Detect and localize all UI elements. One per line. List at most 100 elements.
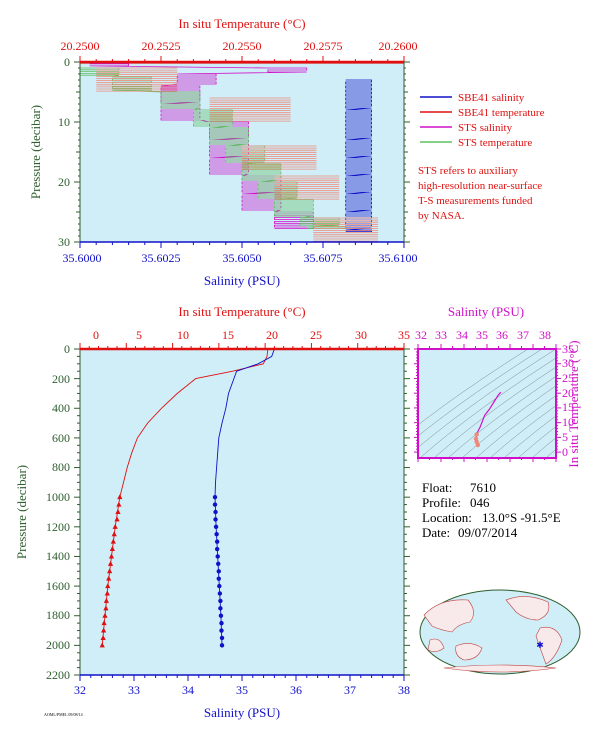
ts-sal-tick-label: 37 <box>517 328 529 342</box>
main-sal-tick-label: 37 <box>344 683 356 697</box>
ts-data <box>473 391 502 448</box>
main-sal-tick-label: 32 <box>74 683 86 697</box>
legend-label-sbe41-salinity: SBE41 salinity <box>458 92 525 104</box>
salinity-marker <box>212 494 218 500</box>
ts-temp-tick-label: 0 <box>562 445 568 459</box>
temperature-marker <box>112 523 118 529</box>
footer-credit: AOML/PMEL 09/08/14 <box>44 712 83 717</box>
salinity-marker <box>212 502 218 507</box>
temperature-marker <box>101 620 107 626</box>
salinity-marker <box>214 546 220 552</box>
ts-sal-tick-label: 35 <box>476 328 488 342</box>
main-pressure-tick-label: 1600 <box>46 579 70 593</box>
main-pressure-tick-label: 200 <box>52 372 70 386</box>
salinity-marker <box>219 628 224 633</box>
ts-panel: Salinity (PSU) In situ Temperature (°C) … <box>414 304 581 468</box>
map-land-antarctica <box>443 664 557 673</box>
ts-temp-axis-title: In situ Temperature (°C) <box>566 340 581 467</box>
ts-density-contours <box>418 349 556 458</box>
ts-temp-tick-label: 15 <box>562 400 574 414</box>
salinity-marker <box>218 606 223 611</box>
main-pressure-tick-label: 2200 <box>46 668 70 682</box>
temperature-marker <box>117 494 123 500</box>
salinity-marker <box>214 539 220 544</box>
world-map: ✱ <box>419 589 581 675</box>
density-contour <box>433 366 556 458</box>
salinity-marker <box>218 598 223 604</box>
main-temp-tick-labels: 0 5 10 15 20 25 30 35 <box>93 328 410 342</box>
salinity-marker <box>219 635 225 641</box>
top-temp-axis-title: In situ Temperature (°C) <box>178 16 305 31</box>
main-temp-tick-label: 20 <box>266 328 278 342</box>
salinity-marker <box>215 554 220 559</box>
float-info: Float: 7610 Profile: 046 Location: 13.0°… <box>422 480 561 540</box>
temperature-marker <box>107 568 113 574</box>
ts-sal-tick-labels: 32 33 34 35 36 37 38 <box>415 328 551 342</box>
ts-sal-axis-title: Salinity (PSU) <box>448 304 524 319</box>
temperature-marker <box>115 509 121 514</box>
salinity-marker <box>217 583 222 589</box>
sts-note-line: by NASA. <box>418 210 465 222</box>
salinity-marker <box>217 591 223 596</box>
top-sal-tick-label: 35.6050 <box>223 251 262 265</box>
density-contour <box>447 376 556 458</box>
salinity-marker <box>216 576 221 581</box>
top-pressure-tick-label: 20 <box>58 175 70 189</box>
sts-note-line: high-resolution near-surface <box>418 180 542 192</box>
top-sal-axis-title: Salinity (PSU) <box>204 273 280 288</box>
top-sal-tick-labels: 35.6000 35.6025 35.6050 35.6075 35.6100 <box>63 251 418 265</box>
ts-point <box>475 442 480 448</box>
ts-sal-tick-label: 38 <box>539 328 551 342</box>
main-pressure-tick-label: 400 <box>52 401 70 415</box>
sts-note-line: STS refers to auxiliary <box>418 165 518 177</box>
main-temp-tick-label: 35 <box>398 328 410 342</box>
temperature-marker <box>108 553 115 559</box>
series-sts-temperature-band <box>209 97 291 122</box>
main-pressure-tick-label: 0 <box>64 342 70 356</box>
profile-label: Profile: <box>422 495 461 510</box>
legend-label-sts-salinity: STS salinity <box>458 122 513 134</box>
main-sal-tick-label: 35 <box>236 683 248 697</box>
location-label: Location: <box>422 510 472 525</box>
float-location-marker-icon: ✱ <box>536 640 544 650</box>
temperature-marker <box>100 634 106 640</box>
temperature-marker <box>116 501 122 507</box>
top-sal-tick-label: 35.6100 <box>379 251 418 265</box>
top-pressure-tick-label: 10 <box>58 115 70 129</box>
map-land-australia <box>455 643 483 661</box>
main-plot-area <box>80 349 404 675</box>
main-sal-tick-labels: 32 33 34 35 36 37 38 <box>74 683 410 697</box>
date-value: 09/07/2014 <box>458 525 518 540</box>
legend-label-sbe41-temperature: SBE41 temperature <box>458 107 545 119</box>
map-land-africa <box>427 638 445 652</box>
top-panel: In situ Temperature (°C) Salinity (PSU) … <box>28 16 418 288</box>
temperature-marker <box>104 590 110 596</box>
main-pressure-tick-label: 1200 <box>46 520 70 534</box>
top-ticks <box>74 56 410 248</box>
density-contour <box>503 415 556 458</box>
main-pressure-tick-label: 1400 <box>46 549 70 563</box>
ts-sal-tick-label: 34 <box>456 328 468 342</box>
main-sal-tick-label: 36 <box>290 683 302 697</box>
series-sts-temperature-band <box>313 217 379 242</box>
ts-sal-tick-label: 33 <box>435 328 447 342</box>
series-sts-temperature-band <box>242 145 317 170</box>
main-temp-tick-label: 30 <box>355 328 367 342</box>
main-data <box>99 348 275 648</box>
temperature-marker <box>110 538 116 544</box>
map-land-asia <box>423 599 474 633</box>
location-value: 13.0°S -91.5°E <box>482 510 561 525</box>
top-sal-tick-label: 35.6000 <box>63 251 102 265</box>
density-contour <box>418 349 556 448</box>
ts-temp-tick-label: 10 <box>562 415 574 429</box>
ts-temp-tick-label: 20 <box>562 386 574 400</box>
map-land-north-america <box>505 596 550 621</box>
map-land-south-america <box>535 626 563 665</box>
float-value: 7610 <box>470 480 496 495</box>
main-pressure-tick-label: 1000 <box>46 490 70 504</box>
main-temp-tick-label: 25 <box>310 328 322 342</box>
ts-temp-tick-label: 5 <box>562 430 568 444</box>
ts-ticks <box>414 344 561 462</box>
main-temp-tick-label: 0 <box>93 328 99 342</box>
density-contour <box>475 395 556 458</box>
